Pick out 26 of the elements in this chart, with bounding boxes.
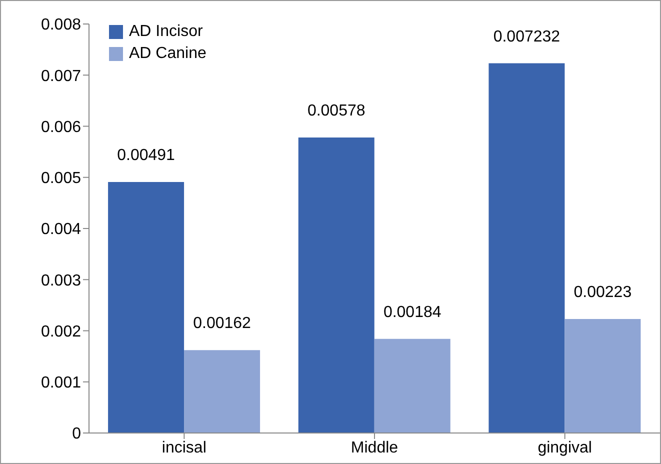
x-tick-label: gingival bbox=[538, 439, 592, 456]
data-label: 0.00491 bbox=[117, 146, 176, 164]
bar bbox=[108, 182, 184, 433]
legend-label: AD Incisor bbox=[129, 22, 203, 42]
bar bbox=[374, 338, 450, 433]
bar bbox=[184, 350, 260, 433]
y-tick-label: 0.002 bbox=[40, 323, 82, 340]
y-tick-label: 0.004 bbox=[40, 221, 82, 238]
data-label: 0.00162 bbox=[193, 315, 252, 332]
legend-label: AD Canine bbox=[129, 44, 206, 64]
x-tick-label: incisal bbox=[162, 439, 206, 456]
data-label: 0.00578 bbox=[307, 102, 366, 120]
data-label: 0.00184 bbox=[383, 304, 442, 321]
bar bbox=[488, 63, 565, 433]
y-tick-label: 0.001 bbox=[40, 374, 82, 392]
y-tick-label: 0.007 bbox=[40, 68, 82, 85]
bar bbox=[298, 138, 374, 433]
data-label: 0.00223 bbox=[574, 284, 632, 301]
y-tick-label: 0.006 bbox=[40, 118, 82, 136]
y-tick-label: 0.005 bbox=[40, 170, 82, 188]
y-tick-label: 0 bbox=[72, 426, 82, 443]
y-tick-label: 0.003 bbox=[40, 272, 82, 290]
bar bbox=[564, 318, 641, 433]
y-tick-label: 0.008 bbox=[40, 16, 82, 34]
x-tick-label: Middle bbox=[350, 439, 398, 456]
data-label: 0.007232 bbox=[493, 28, 560, 46]
